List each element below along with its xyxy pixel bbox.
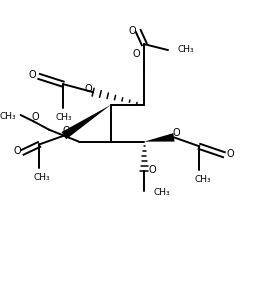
Polygon shape — [61, 105, 111, 139]
Text: CH₃: CH₃ — [195, 175, 211, 184]
Text: O: O — [14, 146, 21, 156]
Text: CH₃: CH₃ — [153, 188, 170, 197]
Text: CH₃: CH₃ — [56, 113, 72, 122]
Polygon shape — [144, 133, 175, 142]
Text: O: O — [31, 112, 39, 122]
Text: CH₃: CH₃ — [177, 45, 194, 54]
Text: O: O — [173, 128, 180, 138]
Text: O: O — [62, 126, 70, 137]
Text: O: O — [28, 70, 36, 80]
Text: O: O — [148, 165, 156, 175]
Text: O: O — [226, 149, 234, 158]
Text: O: O — [129, 26, 136, 36]
Text: O: O — [132, 49, 140, 59]
Text: CH₃: CH₃ — [33, 173, 50, 182]
Text: O: O — [84, 84, 92, 94]
Text: CH₃: CH₃ — [0, 112, 16, 121]
